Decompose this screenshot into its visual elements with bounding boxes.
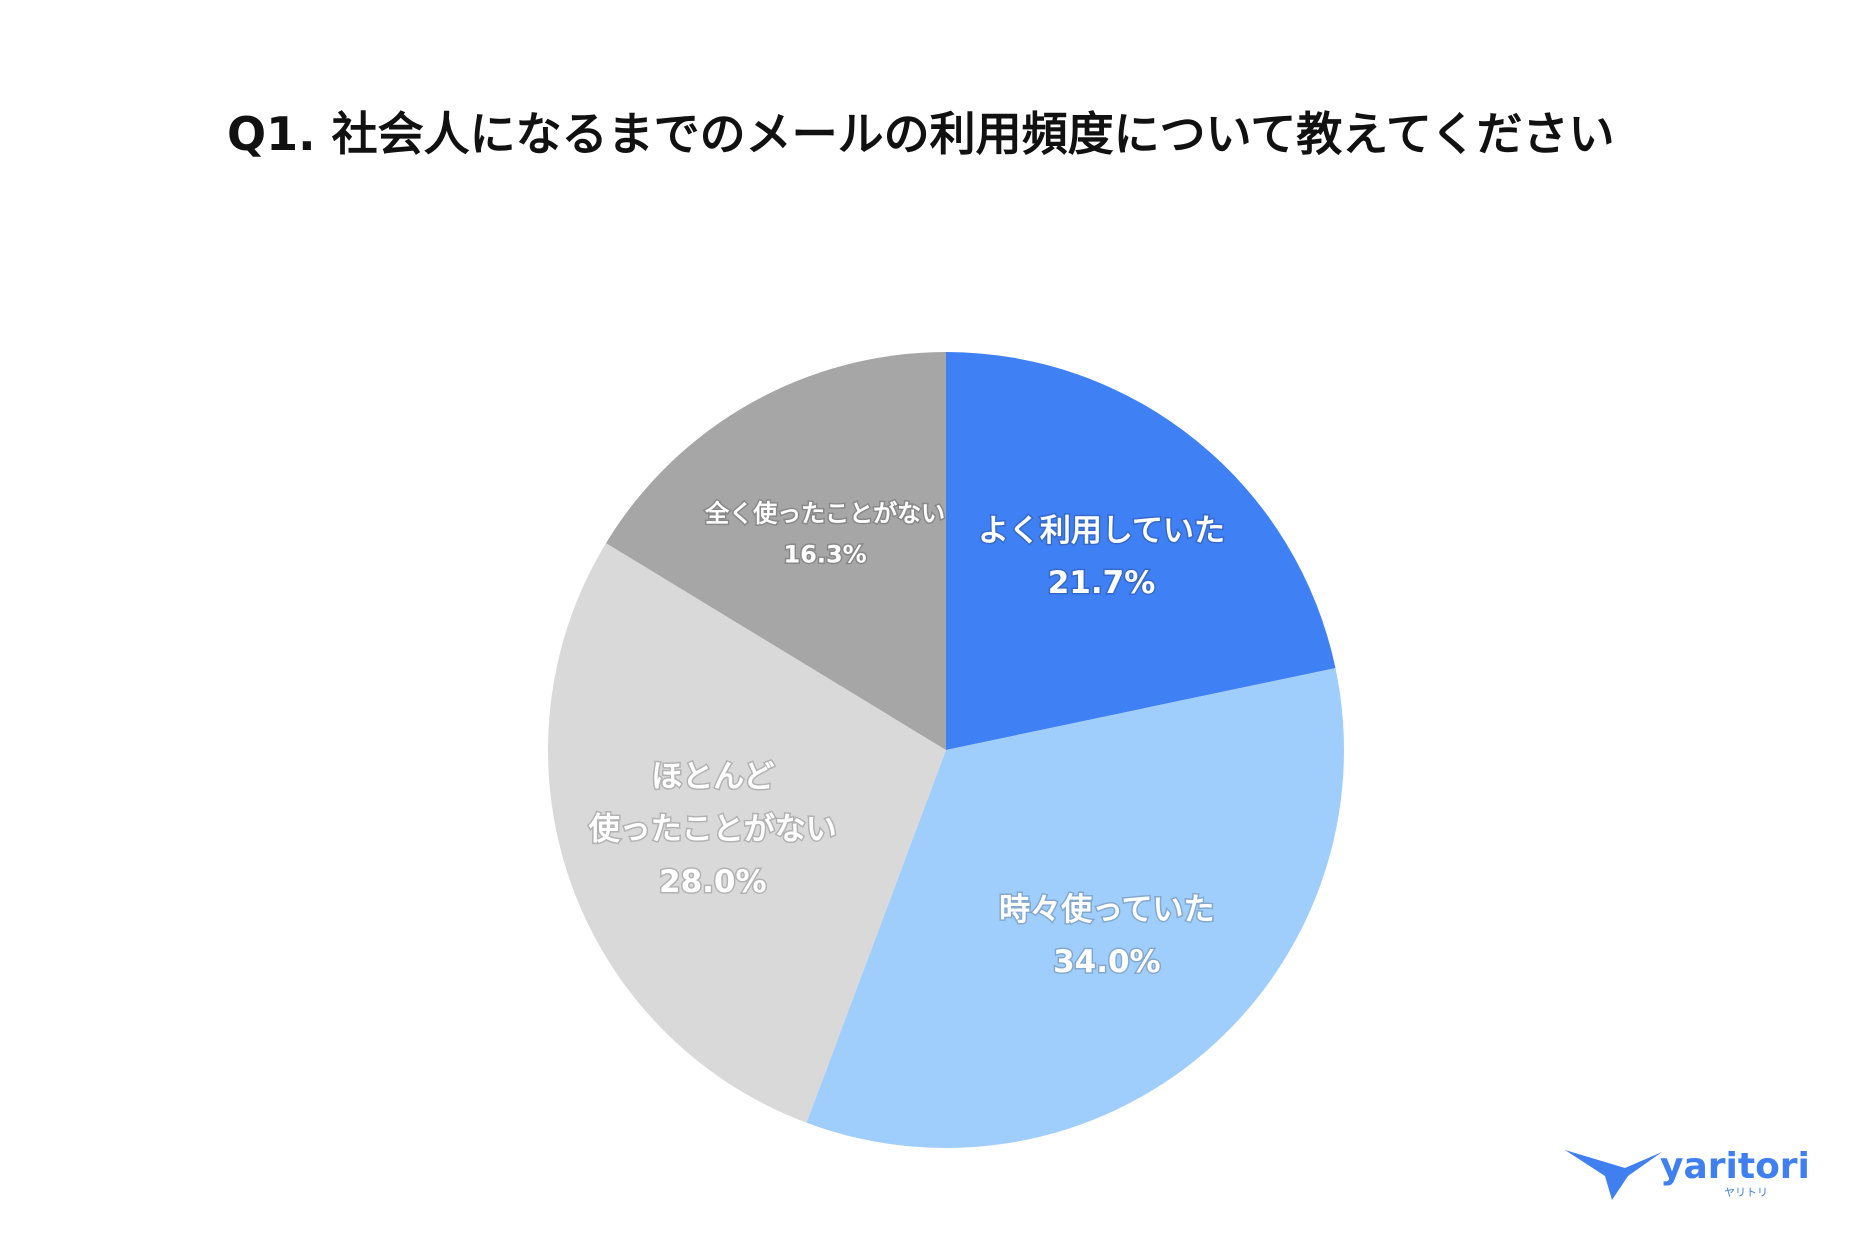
pie: よく利用していた 21.7% 時々使っていた 34.0% ほとんど使ったことがない 28.… [547, 352, 1345, 1149]
pie-slice [946, 352, 1336, 750]
logo-text: yaritori [1660, 1146, 1810, 1187]
slice-value-label: 34.0% [1053, 944, 1161, 980]
chart-title: Q1. 社会人になるまでのメールの利用頻度について教えてください [227, 107, 1615, 161]
pie-slice [605, 352, 946, 750]
logo: yaritori ヤリトリ [1565, 1146, 1810, 1200]
slice-label: ほとんど使ったことがない [588, 758, 837, 847]
slice-label: よく利用していた [978, 513, 1225, 549]
slice-value-label: 16.3% [783, 540, 866, 568]
slice-label: 時々使っていた [999, 891, 1214, 927]
pie-slice [547, 543, 946, 1123]
slice-value-label: 28.0% [659, 864, 767, 900]
logo-subtext: ヤリトリ [1724, 1186, 1768, 1199]
logo-mark [1565, 1150, 1662, 1200]
slice-label: 全く使ったことがない [704, 499, 945, 527]
slice-value-label: 21.7% [1048, 565, 1156, 601]
pie-slice [806, 668, 1345, 1149]
